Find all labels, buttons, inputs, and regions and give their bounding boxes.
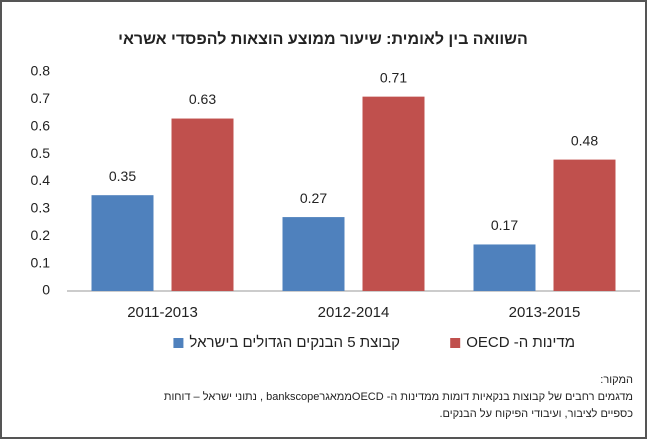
legend-swatch [450, 338, 461, 348]
y-tick-label: 0.7 [31, 90, 51, 106]
y-tick-label: 0.2 [31, 227, 51, 243]
value-label: 0.17 [491, 217, 518, 233]
value-label: 0.63 [189, 91, 216, 107]
bar [282, 217, 345, 291]
legend-swatch [173, 338, 184, 348]
y-tick-label: 0 [42, 282, 50, 298]
source-line: כספיים לציבור, ועיבודי הפיקוח על הבנקים. [439, 407, 633, 420]
x-tick-label: 2012-2014 [318, 304, 390, 321]
bar [91, 195, 154, 291]
y-tick-label: 0.5 [31, 145, 51, 161]
legend-label: קבוצת 5 הבנקים הגדולים בישראל [189, 334, 400, 351]
y-tick-label: 0.1 [31, 254, 51, 270]
value-label: 0.35 [109, 168, 136, 184]
bar [553, 159, 616, 291]
legend-label: מדינות ה- OECD [466, 334, 575, 351]
source-label: המקור: [600, 374, 633, 386]
value-label: 0.71 [380, 69, 407, 85]
y-tick-label: 0.8 [31, 63, 51, 79]
bar [362, 96, 425, 291]
bar [171, 118, 234, 291]
y-tick-label: 0.6 [31, 117, 51, 133]
chart-title: השוואה בין לאומית: שיעור ממוצע הוצאות לה… [118, 30, 528, 48]
value-label: 0.27 [300, 190, 327, 206]
source-line: מדגמים רחבים של קבוצות בנקאיות דומות ממד… [164, 390, 633, 403]
y-tick-label: 0.3 [31, 200, 51, 216]
x-tick-label: 2013-2015 [509, 304, 581, 321]
x-tick-label: 2011-2013 [127, 304, 198, 321]
bar [473, 244, 536, 291]
value-label: 0.48 [571, 132, 598, 148]
y-tick-label: 0.4 [31, 172, 51, 188]
